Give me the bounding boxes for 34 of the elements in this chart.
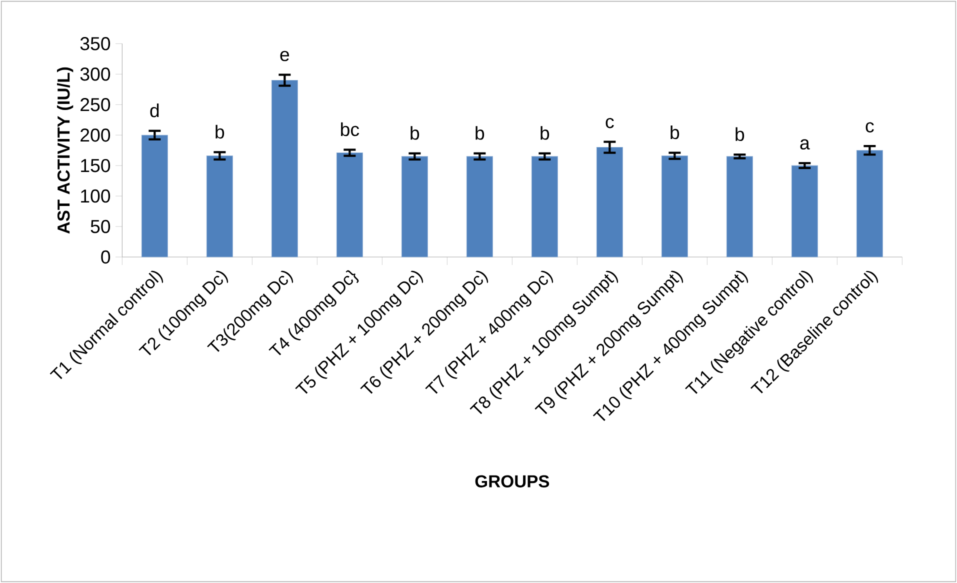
annotation: b [476,126,484,140]
y-tick-label: 300 [80,68,110,81]
annotation: bc [341,122,360,136]
annotation: b [216,124,224,139]
y-tick-label: 250 [80,98,110,112]
bar [401,156,428,258]
y-axis-title: AST ACTIVITY (IU/L) [56,67,74,234]
annotation: c [866,122,874,132]
bar [726,156,753,258]
y-tick-label: 50 [90,220,110,234]
annotation: b [410,126,420,140]
bar [206,156,233,258]
annotation: c [606,118,614,128]
bar [791,165,818,258]
y-tick-label: 200 [80,128,110,142]
annotation: b [540,126,550,140]
annotation: e [280,50,290,62]
bar [856,150,883,258]
y-tick-label: 0 [101,250,110,264]
bar [661,156,688,258]
bar [531,156,558,258]
bar [141,134,168,258]
y-tick-label: 150 [81,158,110,172]
bar [271,80,298,258]
annotation: a [800,139,810,150]
bar [336,152,363,258]
bar [596,147,623,258]
y-tick-label: 350 [80,37,110,50]
annotation: b [736,127,744,142]
annotation: d [150,104,159,118]
annotation: b [670,125,680,140]
y-tick-label: 100 [81,189,110,203]
x-axis-title: GROUPS [475,475,550,488]
bar [466,156,493,258]
